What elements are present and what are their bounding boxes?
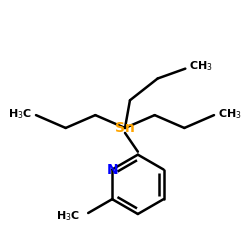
- Text: CH$_3$: CH$_3$: [218, 107, 242, 121]
- Text: N: N: [106, 162, 118, 176]
- Text: CH$_3$: CH$_3$: [189, 59, 213, 72]
- Text: H$_3$C: H$_3$C: [56, 209, 80, 223]
- Text: H$_3$C: H$_3$C: [8, 107, 32, 121]
- Text: Sn: Sn: [115, 121, 135, 135]
